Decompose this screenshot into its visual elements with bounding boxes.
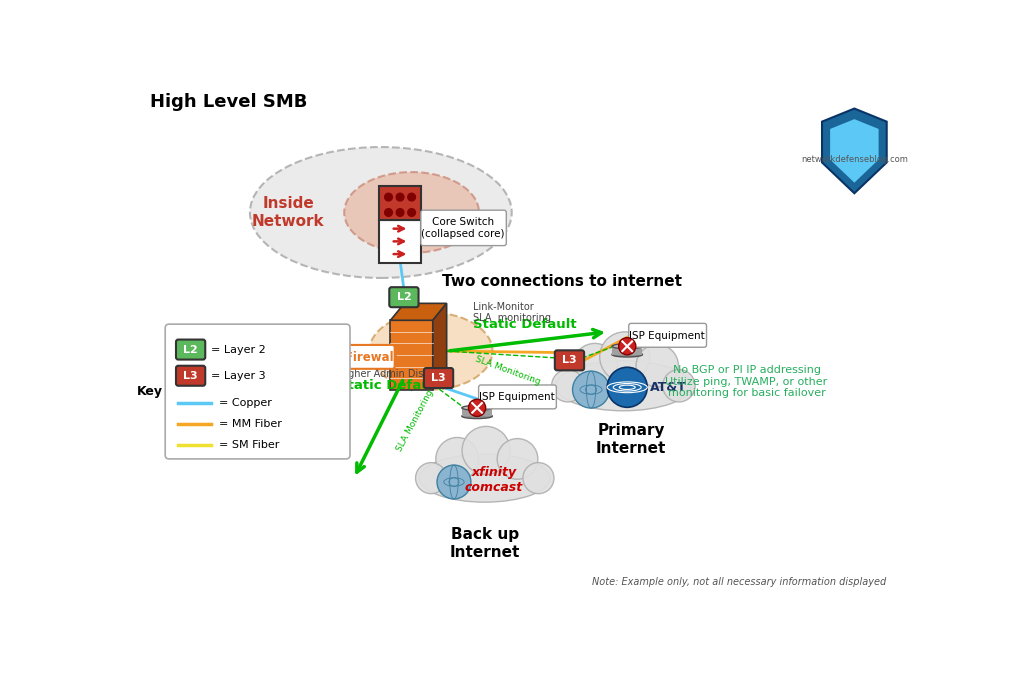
- Polygon shape: [433, 303, 446, 390]
- Text: Primary
Internet: Primary Internet: [596, 424, 667, 456]
- Text: = SM Fiber: = SM Fiber: [219, 440, 280, 450]
- Circle shape: [552, 370, 584, 402]
- FancyBboxPatch shape: [176, 339, 205, 360]
- Circle shape: [385, 193, 392, 201]
- Circle shape: [385, 209, 392, 216]
- Bar: [379, 220, 421, 262]
- Ellipse shape: [344, 172, 479, 253]
- Ellipse shape: [250, 147, 512, 278]
- Text: L2: L2: [396, 292, 412, 302]
- Circle shape: [600, 332, 650, 382]
- Text: No BGP or PI IP addressing
Utilize ping, TWAMP, or other
monitoring for basic fa: No BGP or PI IP addressing Utilize ping,…: [666, 365, 827, 398]
- Ellipse shape: [462, 413, 493, 419]
- FancyBboxPatch shape: [421, 210, 506, 245]
- Text: = Copper: = Copper: [219, 398, 272, 408]
- Text: High Level SMB: High Level SMB: [150, 93, 307, 111]
- Text: Static Default: Static Default: [339, 379, 442, 392]
- Circle shape: [408, 193, 416, 201]
- Circle shape: [663, 370, 695, 402]
- Circle shape: [572, 371, 609, 408]
- Circle shape: [618, 338, 636, 355]
- Text: Static Default: Static Default: [473, 318, 577, 330]
- Ellipse shape: [556, 360, 691, 411]
- Text: = Layer 2: = Layer 2: [211, 345, 266, 354]
- Polygon shape: [830, 119, 879, 183]
- Bar: [612, 346, 642, 354]
- Circle shape: [636, 345, 679, 387]
- FancyBboxPatch shape: [478, 385, 556, 409]
- Text: Higher Admin Distance: Higher Admin Distance: [339, 369, 452, 379]
- Text: Core Switch
(collapsed core): Core Switch (collapsed core): [422, 217, 505, 239]
- Circle shape: [607, 367, 647, 407]
- Circle shape: [396, 209, 403, 216]
- Text: ISP Equipment: ISP Equipment: [630, 330, 706, 341]
- FancyBboxPatch shape: [389, 287, 419, 307]
- Text: ISP Equipment: ISP Equipment: [479, 392, 555, 403]
- Circle shape: [436, 437, 478, 480]
- Text: L3: L3: [183, 371, 198, 381]
- Text: AT&T: AT&T: [650, 381, 687, 394]
- Circle shape: [572, 343, 617, 388]
- Text: Note: Example only, not all necessary information displayed: Note: Example only, not all necessary in…: [592, 577, 886, 587]
- FancyBboxPatch shape: [165, 324, 350, 459]
- Text: xfinity
comcast: xfinity comcast: [465, 466, 523, 494]
- FancyBboxPatch shape: [555, 350, 584, 371]
- FancyBboxPatch shape: [176, 366, 205, 386]
- Ellipse shape: [370, 313, 493, 390]
- Ellipse shape: [612, 352, 642, 357]
- Polygon shape: [822, 109, 887, 193]
- Circle shape: [416, 462, 446, 494]
- Text: = Layer 3: = Layer 3: [211, 371, 266, 381]
- Circle shape: [523, 462, 554, 494]
- FancyBboxPatch shape: [309, 345, 394, 369]
- Text: L2: L2: [183, 345, 198, 354]
- Text: Key: Key: [137, 385, 163, 398]
- Polygon shape: [390, 320, 433, 390]
- Polygon shape: [390, 303, 446, 320]
- Text: Back up
Internet: Back up Internet: [450, 528, 520, 560]
- Text: = MM Fiber: = MM Fiber: [219, 420, 282, 429]
- Circle shape: [498, 439, 538, 479]
- Bar: [379, 186, 421, 220]
- Text: networkdefenseblog.com: networkdefenseblog.com: [801, 155, 908, 164]
- Text: Link-Monitor
SLA  monitoring: Link-Monitor SLA monitoring: [473, 302, 551, 324]
- Bar: [462, 408, 493, 416]
- FancyBboxPatch shape: [424, 368, 454, 388]
- FancyBboxPatch shape: [629, 324, 707, 347]
- Circle shape: [468, 399, 485, 416]
- Text: L3: L3: [431, 373, 445, 383]
- Circle shape: [462, 426, 510, 475]
- Text: Edge Firewall: Edge Firewall: [307, 351, 397, 364]
- Text: L3: L3: [562, 356, 577, 365]
- Text: Two connections to internet: Two connections to internet: [441, 274, 682, 289]
- Text: SLA Monitoring: SLA Monitoring: [474, 354, 542, 386]
- Circle shape: [408, 209, 416, 216]
- Ellipse shape: [419, 454, 550, 502]
- Circle shape: [396, 193, 403, 201]
- Text: SLA Monitoring: SLA Monitoring: [395, 388, 435, 453]
- Ellipse shape: [462, 405, 493, 410]
- Text: Inside
Network: Inside Network: [252, 197, 325, 228]
- Ellipse shape: [612, 344, 642, 349]
- Circle shape: [437, 465, 471, 499]
